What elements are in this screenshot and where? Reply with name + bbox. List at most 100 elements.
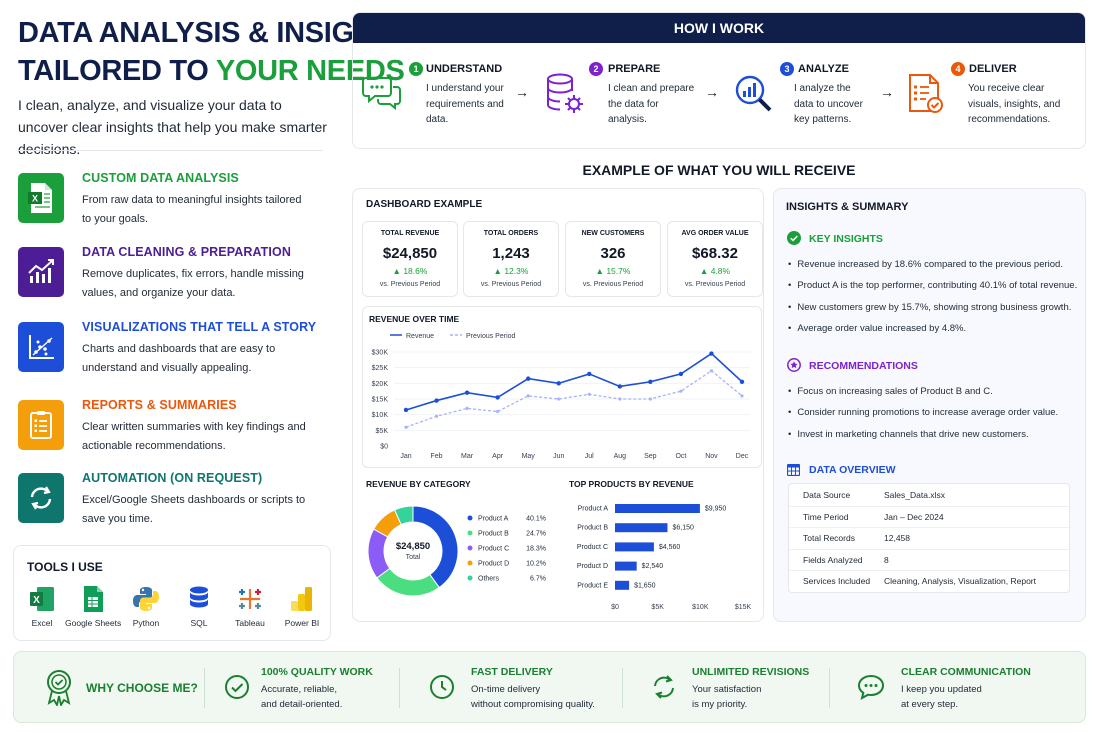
python-icon [133, 587, 159, 611]
donut-total-label: Total [405, 554, 421, 561]
data-point [404, 425, 408, 429]
data-point [678, 371, 684, 377]
data-point [465, 406, 469, 410]
donut-slice [393, 505, 414, 526]
bar-value-label: $6,150 [672, 525, 694, 532]
kpi-total-revenue: TOTAL REVENUE $24,850 ▲ 18.6% vs. Previo… [362, 221, 458, 297]
bar-value-label: $1,650 [634, 582, 656, 589]
donut-total: $24,850 [395, 541, 431, 552]
bar-value-label: $9,950 [705, 506, 727, 513]
revenue-line-chart: Revenue Previous Period $30K $25K $20K $15K $1… [372, 333, 750, 460]
insight-item: Average order value increased by 4.8%. [788, 323, 966, 334]
service-automation: AUTOMATION (ON REQUEST) Excel/Google She… [18, 471, 338, 531]
chart-growth-icon [18, 247, 64, 297]
x-tick-label: $15K [735, 604, 752, 611]
service-title: AUTOMATION (ON REQUEST) [82, 471, 263, 485]
slice-percent: 10.2% [526, 561, 546, 568]
data-point [739, 379, 745, 384]
data-point [525, 376, 531, 381]
data-point [709, 351, 714, 356]
category-chart-title: REVENUE BY CATEGORY [366, 479, 471, 489]
slice-percent: 18.3% [526, 546, 546, 553]
legend-dot [467, 515, 473, 521]
insight-item: Revenue increased by 18.6% compared to t… [788, 259, 1063, 270]
excel-file-icon: X [18, 173, 64, 223]
tool-excel: X Excel [14, 584, 70, 628]
data-point [464, 390, 470, 395]
bar-category-label: Product E [577, 582, 608, 589]
legend-label: Product C [478, 546, 509, 553]
service-desc: Remove duplicates, fix errors, handle mi… [82, 268, 304, 299]
data-point [403, 407, 409, 413]
recommendation-item: Consider running promotions to increase … [788, 407, 1058, 418]
bar-category-label: Product C [577, 544, 608, 551]
data-point [556, 381, 561, 386]
svg-text:X: X [32, 194, 38, 204]
data-point [587, 371, 592, 377]
table-row: Time Period Jan – Dec 2024 [789, 505, 1069, 528]
x-tick-label: $5K [651, 604, 664, 611]
data-point [434, 414, 439, 418]
data-point [648, 397, 652, 401]
service-title: DATA CLEANING & PREPARATION [82, 245, 291, 259]
data-point [495, 395, 500, 400]
series-line [405, 352, 743, 411]
series-line [405, 369, 743, 428]
legend-label: Product B [478, 531, 509, 538]
slice-percent: 6.7% [530, 576, 546, 583]
chat-bubble-icon [857, 674, 885, 705]
y-tick-label: $25K [372, 365, 389, 372]
bar-value-label: $4,560 [659, 544, 681, 551]
why-choose-me-bar: WHY CHOOSE ME? 100% QUALITY WORK Accurat… [13, 651, 1086, 723]
data-overview-title: DATA OVERVIEW [809, 464, 896, 476]
x-tick-label: Jan [400, 453, 411, 460]
revenue-line-card [362, 306, 762, 468]
refresh-icon [18, 473, 64, 523]
data-point [526, 394, 530, 398]
x-tick-label: $0 [611, 604, 619, 611]
service-desc: Clear written summaries with key finding… [82, 421, 306, 452]
service-visualizations: VISUALIZATIONS THAT TELL A STORY Charts … [18, 320, 338, 380]
why-item-communication: CLEAR COMMUNICATION I keep you updated at… [901, 666, 1031, 710]
tableau-icon [239, 589, 261, 609]
donut-slice [376, 567, 440, 597]
kpi-change: ▲ 12.3% [493, 266, 529, 276]
service-reports: REPORTS & SUMMARIES Clear written summar… [18, 398, 338, 458]
x-tick-label: Aug [614, 453, 627, 460]
tool-python: Python [118, 584, 174, 628]
bar [615, 523, 668, 533]
why-item-fast-delivery: FAST DELIVERY On-time delivery without co… [471, 666, 595, 710]
recommendation-item: Invest in marketing channels that drive … [788, 429, 1028, 440]
table-row: Services Included Cleaning, Analysis, Vis… [789, 570, 1069, 592]
y-tick-label: $0 [380, 444, 388, 451]
slice-percent: 24.7% [526, 531, 546, 538]
y-tick-label: $5K [376, 428, 389, 435]
kpi-value: $24,850 [382, 245, 438, 262]
bar [615, 561, 637, 571]
donut-center: $24,850 Total [388, 541, 438, 561]
revenue-chart-title: REVENUE OVER TIME [369, 314, 460, 324]
table-icon [786, 463, 801, 481]
data-point [648, 379, 653, 384]
key-insights-title: KEY INSIGHTS [809, 233, 883, 245]
database-icon [190, 586, 208, 608]
data-point [740, 394, 744, 398]
y-tick-label: $10K [372, 412, 389, 419]
legend-dot [467, 545, 473, 551]
recommendations-title: RECOMMENDATIONS [809, 360, 918, 372]
x-tick-label: Feb [431, 453, 443, 460]
how-i-work-panel: HOW I WORK [352, 12, 1086, 149]
data-point [434, 398, 439, 403]
scatter-chart-icon [18, 322, 64, 372]
kpi-change: ▲ 4.8% [699, 266, 731, 276]
revenue-donut-chart: Product A 40.1% Product B 24.7% Product C 18.… [367, 505, 546, 597]
tool-power-bi: Power BI [274, 584, 330, 628]
bar-category-label: Product A [578, 506, 609, 513]
divider [622, 668, 623, 708]
x-tick-label: Apr [492, 453, 504, 460]
why-title: WHY CHOOSE ME? [86, 681, 198, 695]
service-title: REPORTS & SUMMARIES [82, 398, 237, 412]
data-point [557, 397, 561, 401]
y-tick-label: $20K [372, 381, 389, 388]
legend-label: Others [478, 576, 500, 583]
